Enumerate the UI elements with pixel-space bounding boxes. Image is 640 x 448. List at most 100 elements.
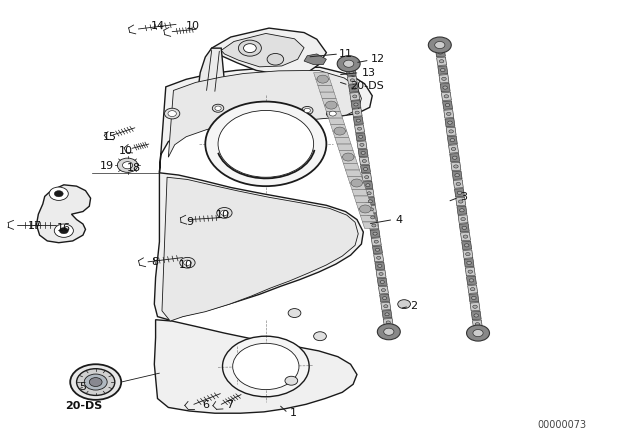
Polygon shape: [453, 180, 463, 188]
Polygon shape: [365, 198, 375, 205]
Circle shape: [371, 216, 375, 219]
Circle shape: [456, 182, 461, 185]
Circle shape: [360, 205, 371, 213]
Circle shape: [365, 176, 369, 179]
Text: 10: 10: [179, 260, 193, 270]
Circle shape: [362, 159, 367, 163]
Polygon shape: [331, 125, 347, 131]
Polygon shape: [352, 190, 368, 196]
Polygon shape: [36, 185, 91, 243]
Polygon shape: [463, 250, 473, 258]
Polygon shape: [358, 149, 368, 157]
Circle shape: [360, 143, 364, 146]
Circle shape: [448, 121, 452, 124]
Polygon shape: [349, 84, 358, 92]
Circle shape: [288, 309, 301, 318]
Polygon shape: [360, 165, 371, 173]
Polygon shape: [461, 241, 472, 250]
Polygon shape: [154, 173, 364, 320]
Circle shape: [447, 112, 451, 116]
Text: 11: 11: [339, 49, 353, 59]
Circle shape: [435, 42, 445, 48]
Polygon shape: [355, 125, 365, 133]
Circle shape: [353, 95, 357, 98]
Circle shape: [454, 165, 458, 168]
Polygon shape: [442, 92, 451, 101]
Polygon shape: [346, 68, 356, 76]
Polygon shape: [450, 154, 460, 162]
Circle shape: [217, 207, 232, 218]
Text: 4: 4: [395, 215, 403, 224]
Polygon shape: [350, 92, 360, 100]
Text: 16: 16: [57, 224, 71, 233]
Circle shape: [164, 108, 180, 119]
Polygon shape: [367, 206, 376, 213]
Circle shape: [364, 168, 367, 171]
Polygon shape: [451, 162, 461, 171]
Text: 17: 17: [28, 221, 42, 231]
Circle shape: [369, 208, 374, 211]
Polygon shape: [211, 28, 326, 75]
Circle shape: [122, 162, 132, 169]
Polygon shape: [339, 151, 355, 157]
Circle shape: [54, 190, 63, 197]
Circle shape: [361, 151, 365, 155]
Polygon shape: [353, 116, 364, 125]
Circle shape: [442, 77, 446, 80]
Circle shape: [180, 258, 195, 268]
Circle shape: [84, 374, 107, 390]
Polygon shape: [440, 83, 450, 92]
Text: 10: 10: [186, 21, 200, 31]
Circle shape: [380, 280, 385, 284]
Polygon shape: [159, 67, 372, 173]
Circle shape: [450, 138, 454, 142]
Circle shape: [457, 191, 462, 194]
Polygon shape: [439, 74, 449, 83]
Circle shape: [233, 343, 299, 390]
Circle shape: [367, 192, 371, 195]
Polygon shape: [469, 294, 479, 302]
Circle shape: [451, 147, 456, 151]
Circle shape: [301, 107, 313, 115]
Circle shape: [439, 60, 444, 63]
Polygon shape: [363, 181, 373, 189]
Polygon shape: [349, 183, 366, 190]
Polygon shape: [162, 177, 358, 321]
Text: 6: 6: [202, 400, 209, 410]
Circle shape: [384, 305, 388, 308]
Polygon shape: [154, 320, 357, 413]
Text: 00000073: 00000073: [538, 420, 587, 430]
Text: 19: 19: [99, 161, 113, 171]
Polygon shape: [320, 92, 336, 99]
Circle shape: [467, 261, 471, 264]
Circle shape: [465, 244, 469, 247]
Circle shape: [472, 297, 476, 300]
Text: 20-DS: 20-DS: [65, 401, 102, 411]
Circle shape: [372, 224, 376, 227]
Circle shape: [317, 75, 328, 83]
Polygon shape: [198, 48, 225, 99]
Polygon shape: [324, 105, 340, 112]
Polygon shape: [362, 173, 372, 181]
Circle shape: [445, 103, 450, 107]
Circle shape: [239, 40, 261, 56]
Circle shape: [381, 289, 385, 292]
Polygon shape: [376, 270, 386, 278]
Polygon shape: [445, 118, 455, 127]
Text: 10: 10: [118, 146, 132, 155]
Polygon shape: [360, 215, 376, 222]
Circle shape: [314, 332, 326, 340]
Polygon shape: [454, 189, 465, 197]
Polygon shape: [444, 110, 454, 118]
Polygon shape: [333, 131, 349, 138]
Circle shape: [473, 330, 483, 336]
Circle shape: [304, 108, 310, 113]
Circle shape: [54, 224, 74, 237]
Circle shape: [285, 376, 298, 385]
Circle shape: [468, 270, 472, 273]
Polygon shape: [370, 230, 380, 237]
Polygon shape: [318, 86, 334, 92]
Text: 13: 13: [362, 68, 376, 78]
Circle shape: [455, 174, 460, 177]
Polygon shape: [348, 76, 357, 84]
